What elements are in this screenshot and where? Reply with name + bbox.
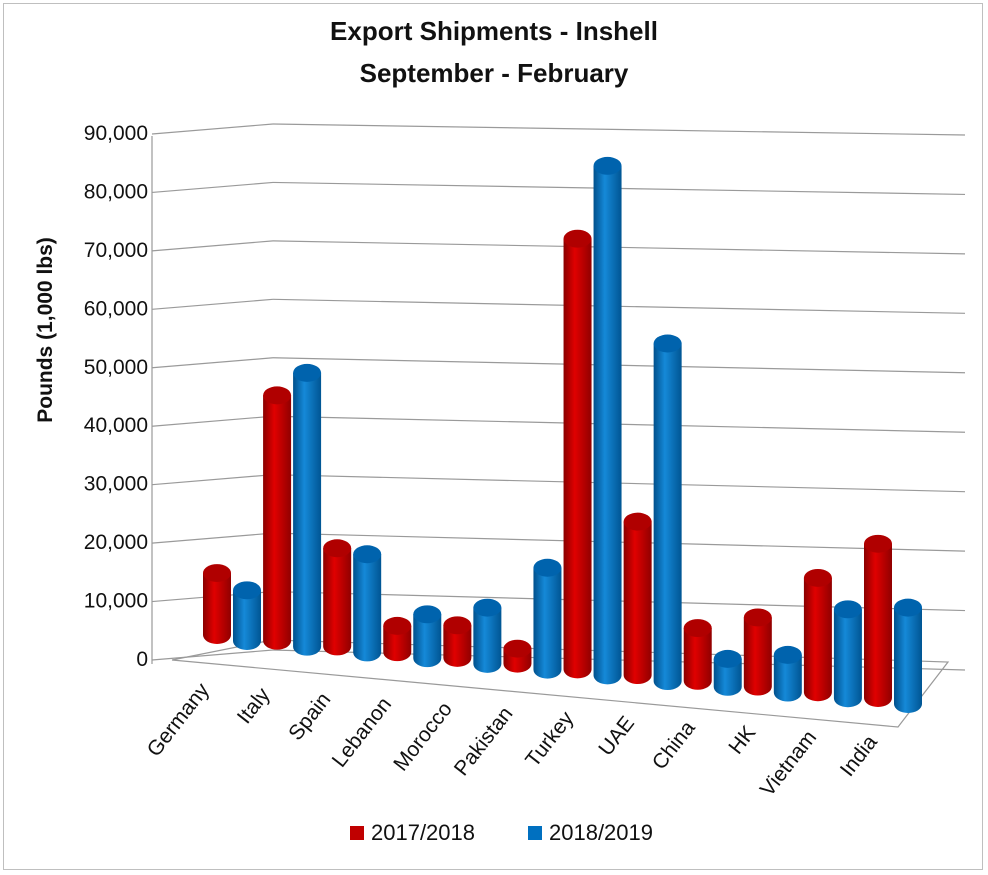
y-tick-label: 90,000 [84,122,148,145]
bar-2017-2018-spain [323,539,352,656]
gridline-stub [151,532,274,544]
bar-2018-2019-germany [233,581,261,650]
legend-item-2018-2019: 2018/2019 [528,820,653,846]
bar-2017-2018-china [683,619,712,690]
bar-2017-2018-turkey [563,229,592,679]
chart-subtitle: September - February [359,58,629,88]
x-tick-label: India [836,731,882,781]
gridline-stub [151,181,274,194]
legend-label: 2017/2018 [371,820,475,845]
gridline-stub [151,123,274,135]
bar-2018-2019-italy [293,363,322,656]
x-tick-label: Spain [284,688,335,744]
y-tick-label: 0 [136,648,148,671]
gridline-stub [151,415,274,427]
x-tick-label: Germany [143,679,215,762]
x-tick-label: UAE [594,712,639,760]
bar-2017-2018-germany [203,564,231,644]
y-tick-label: 70,000 [84,239,148,262]
y-tick-label: 50,000 [84,356,148,379]
legend: 2017/2018 2018/2019 [0,820,988,850]
y-tick-label: 40,000 [84,414,148,437]
x-tick-label: Morocco [389,698,457,776]
bar-2017-2018-lebanon [383,616,412,662]
legend-swatch-red [350,826,364,840]
bars [203,156,922,713]
bar-2017-2018-pakistan [503,639,532,673]
x-tick-label: Italy [233,683,275,728]
bar-2017-2018-uae [623,512,652,685]
x-tick-label: Vietnam [756,726,821,801]
x-tick-label: China [648,716,700,774]
y-tick-label: 80,000 [84,180,148,203]
y-tick-label: 60,000 [84,297,148,320]
gridline-stub [151,298,274,310]
chart-frame [3,3,983,870]
bar-2017-2018-hk [743,608,772,696]
gridline-stub [151,240,274,252]
bar-2018-2019-lebanon [413,605,442,668]
x-tick-label: Lebanon [328,693,396,772]
y-axis-label: Pounds (1,000 lbs) [34,237,57,423]
bar-2018-2019-hk [773,645,802,702]
gridline [272,123,966,136]
gridline-stub [151,357,274,369]
y-tick-label: 20,000 [84,531,148,554]
bar-2017-2018-morocco [443,616,472,667]
bar-2018-2019-spain [353,545,382,662]
gridline-stub [151,649,274,661]
legend-item-2017-2018: 2017/2018 [350,820,475,846]
bar-2018-2019-vietnam [833,600,862,708]
bar-2018-2019-morocco [473,598,502,673]
gridline-stub [151,474,274,486]
bar-2018-2019-turkey [593,156,622,685]
bar-2017-2018-vietnam [803,568,832,702]
legend-swatch-blue [528,826,542,840]
x-tick-label: HK [724,721,760,758]
x-tick-label: Pakistan [450,703,518,781]
bar-2017-2018-italy [263,386,292,650]
bar-2017-2018-india [864,534,892,707]
bar-2018-2019-china [713,649,742,696]
chart-title: Export Shipments - Inshell [330,16,658,46]
bar-2018-2019-india [894,598,922,713]
bar-2018-2019-pakistan [533,558,562,679]
legend-label: 2018/2019 [549,820,653,845]
bar-2018-2019-uae [653,334,682,691]
y-tick-label: 10,000 [84,590,148,613]
y-tick-label: 30,000 [84,473,148,496]
x-tick-label: Turkey [521,707,578,772]
y-axis-ticks: 0 10,000 20,000 30,000 40,000 50,000 60,000 70,… [84,122,148,671]
